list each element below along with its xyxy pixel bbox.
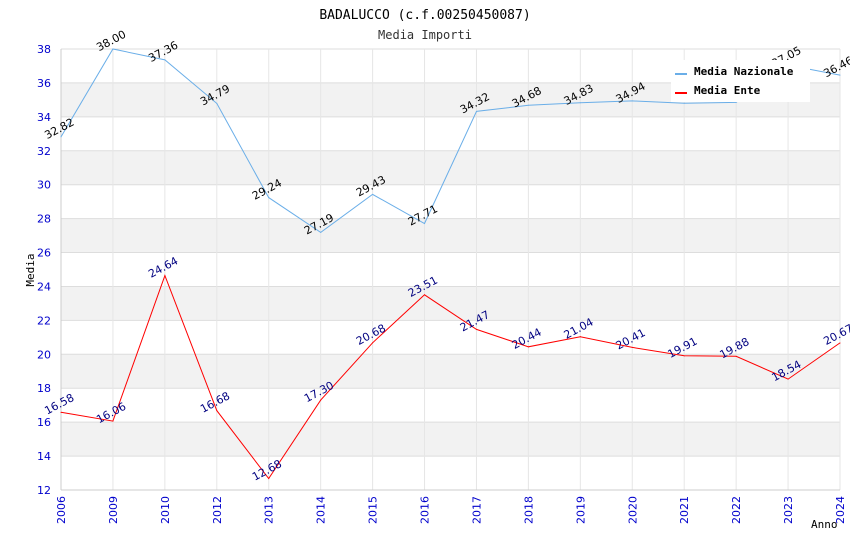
data-point-media-ente xyxy=(527,346,529,348)
data-label-media-ente: 20.44 xyxy=(510,326,544,352)
y-tick-label: 14 xyxy=(37,450,51,463)
data-point-media-ente xyxy=(164,275,166,277)
y-tick-label: 22 xyxy=(37,314,51,327)
y-tick-label: 18 xyxy=(37,382,51,395)
series-group xyxy=(60,48,841,480)
data-point-media-ente xyxy=(631,346,633,348)
data-point-media-ente xyxy=(579,336,581,338)
data-point-media-nazionale xyxy=(683,102,685,104)
y-tick-label: 12 xyxy=(37,484,51,497)
y-tick-label: 32 xyxy=(37,145,51,158)
y-tick-label: 30 xyxy=(37,179,51,192)
legend-box xyxy=(671,60,810,102)
x-tick-label: 2020 xyxy=(626,496,639,524)
data-point-media-nazionale xyxy=(735,101,737,103)
data-point-media-ente xyxy=(60,411,62,413)
data-point-media-ente xyxy=(216,410,218,412)
data-point-media-nazionale xyxy=(424,223,426,225)
data-point-media-nazionale xyxy=(372,193,374,195)
x-tick-label: 2021 xyxy=(678,496,691,524)
x-tick-label: 2010 xyxy=(159,496,172,524)
data-point-media-ente xyxy=(787,378,789,380)
x-tick-label: 2022 xyxy=(730,496,743,524)
x-tick-label: 2015 xyxy=(367,496,380,524)
grid-band xyxy=(61,218,840,253)
x-tick-label: 2024 xyxy=(834,496,847,524)
data-point-media-nazionale xyxy=(631,100,633,102)
data-point-media-ente xyxy=(735,355,737,357)
x-tick-label: 2013 xyxy=(263,496,276,524)
data-point-media-ente xyxy=(320,399,322,401)
data-point-media-nazionale xyxy=(579,102,581,104)
data-label-media-ente: 16.68 xyxy=(198,389,232,415)
data-point-media-ente xyxy=(268,477,270,479)
x-axis-label: Anno xyxy=(811,518,838,531)
y-axis-ticks: 12 14 16 18 20 22 24 26 28 30 32 34 36 38 xyxy=(37,43,51,497)
x-tick-label: 2006 xyxy=(55,496,68,524)
series-line-media-ente xyxy=(60,274,841,480)
data-point-media-ente xyxy=(424,294,426,296)
x-tick-label: 2016 xyxy=(419,496,432,524)
y-tick-label: 28 xyxy=(37,213,51,226)
grid xyxy=(60,48,841,491)
data-point-media-nazionale xyxy=(268,197,270,199)
chart-subtitle: Media Importi xyxy=(378,28,472,42)
y-tick-label: 20 xyxy=(37,348,51,361)
legend-label-media-nazionale: Media Nazionale xyxy=(694,65,794,78)
chart-title: BADALUCCO (c.f.00250450087) xyxy=(319,8,530,23)
data-label-media-nazionale: 38.00 xyxy=(94,28,128,54)
data-point-media-ente xyxy=(112,420,114,422)
y-tick-label: 38 xyxy=(37,43,51,56)
x-axis-ticks: 2006 2009 2010 2012 2013 2014 2015 2016 2017 2018… xyxy=(55,496,847,524)
x-tick-label: 2023 xyxy=(782,496,795,524)
series-line-media-nazionale xyxy=(60,48,841,234)
x-tick-label: 2019 xyxy=(574,496,587,524)
x-tick-label: 2009 xyxy=(107,496,120,524)
y-tick-label: 24 xyxy=(37,280,51,293)
x-tick-label: 2017 xyxy=(470,496,483,524)
grid-band xyxy=(61,354,840,389)
data-point-media-nazionale xyxy=(320,231,322,233)
y-tick-label: 36 xyxy=(37,77,51,90)
data-point-media-nazionale xyxy=(839,74,841,76)
data-label-media-ente: 20.41 xyxy=(614,326,648,352)
y-tick-label: 26 xyxy=(37,247,51,260)
data-point-media-nazionale xyxy=(112,48,114,50)
data-point-media-ente xyxy=(683,355,685,357)
data-point-media-nazionale xyxy=(527,104,529,106)
data-label-media-nazionale: 36.46 xyxy=(821,54,850,80)
grid-band xyxy=(61,286,840,321)
data-point-media-nazionale xyxy=(216,102,218,104)
x-tick-label: 2012 xyxy=(211,496,224,524)
data-label-media-nazionale: 37.36 xyxy=(146,39,180,65)
y-tick-label: 16 xyxy=(37,416,51,429)
data-point-media-ente xyxy=(839,342,841,344)
legend: Media Nazionale Media Ente xyxy=(671,60,810,102)
x-tick-label: 2014 xyxy=(315,496,328,524)
data-point-media-ente xyxy=(372,342,374,344)
data-point-media-nazionale xyxy=(164,59,166,61)
data-point-media-nazionale xyxy=(475,110,477,112)
data-label-media-ente: 24.64 xyxy=(146,254,180,280)
data-point-media-nazionale xyxy=(60,136,62,138)
y-axis-label: Media xyxy=(24,253,37,286)
data-point-media-ente xyxy=(475,328,477,330)
x-tick-label: 2018 xyxy=(522,496,535,524)
y-tick-label: 34 xyxy=(37,111,51,124)
data-label-media-ente: 20.67 xyxy=(821,322,850,348)
grid-band xyxy=(61,422,840,457)
legend-label-media-ente: Media Ente xyxy=(694,84,761,97)
